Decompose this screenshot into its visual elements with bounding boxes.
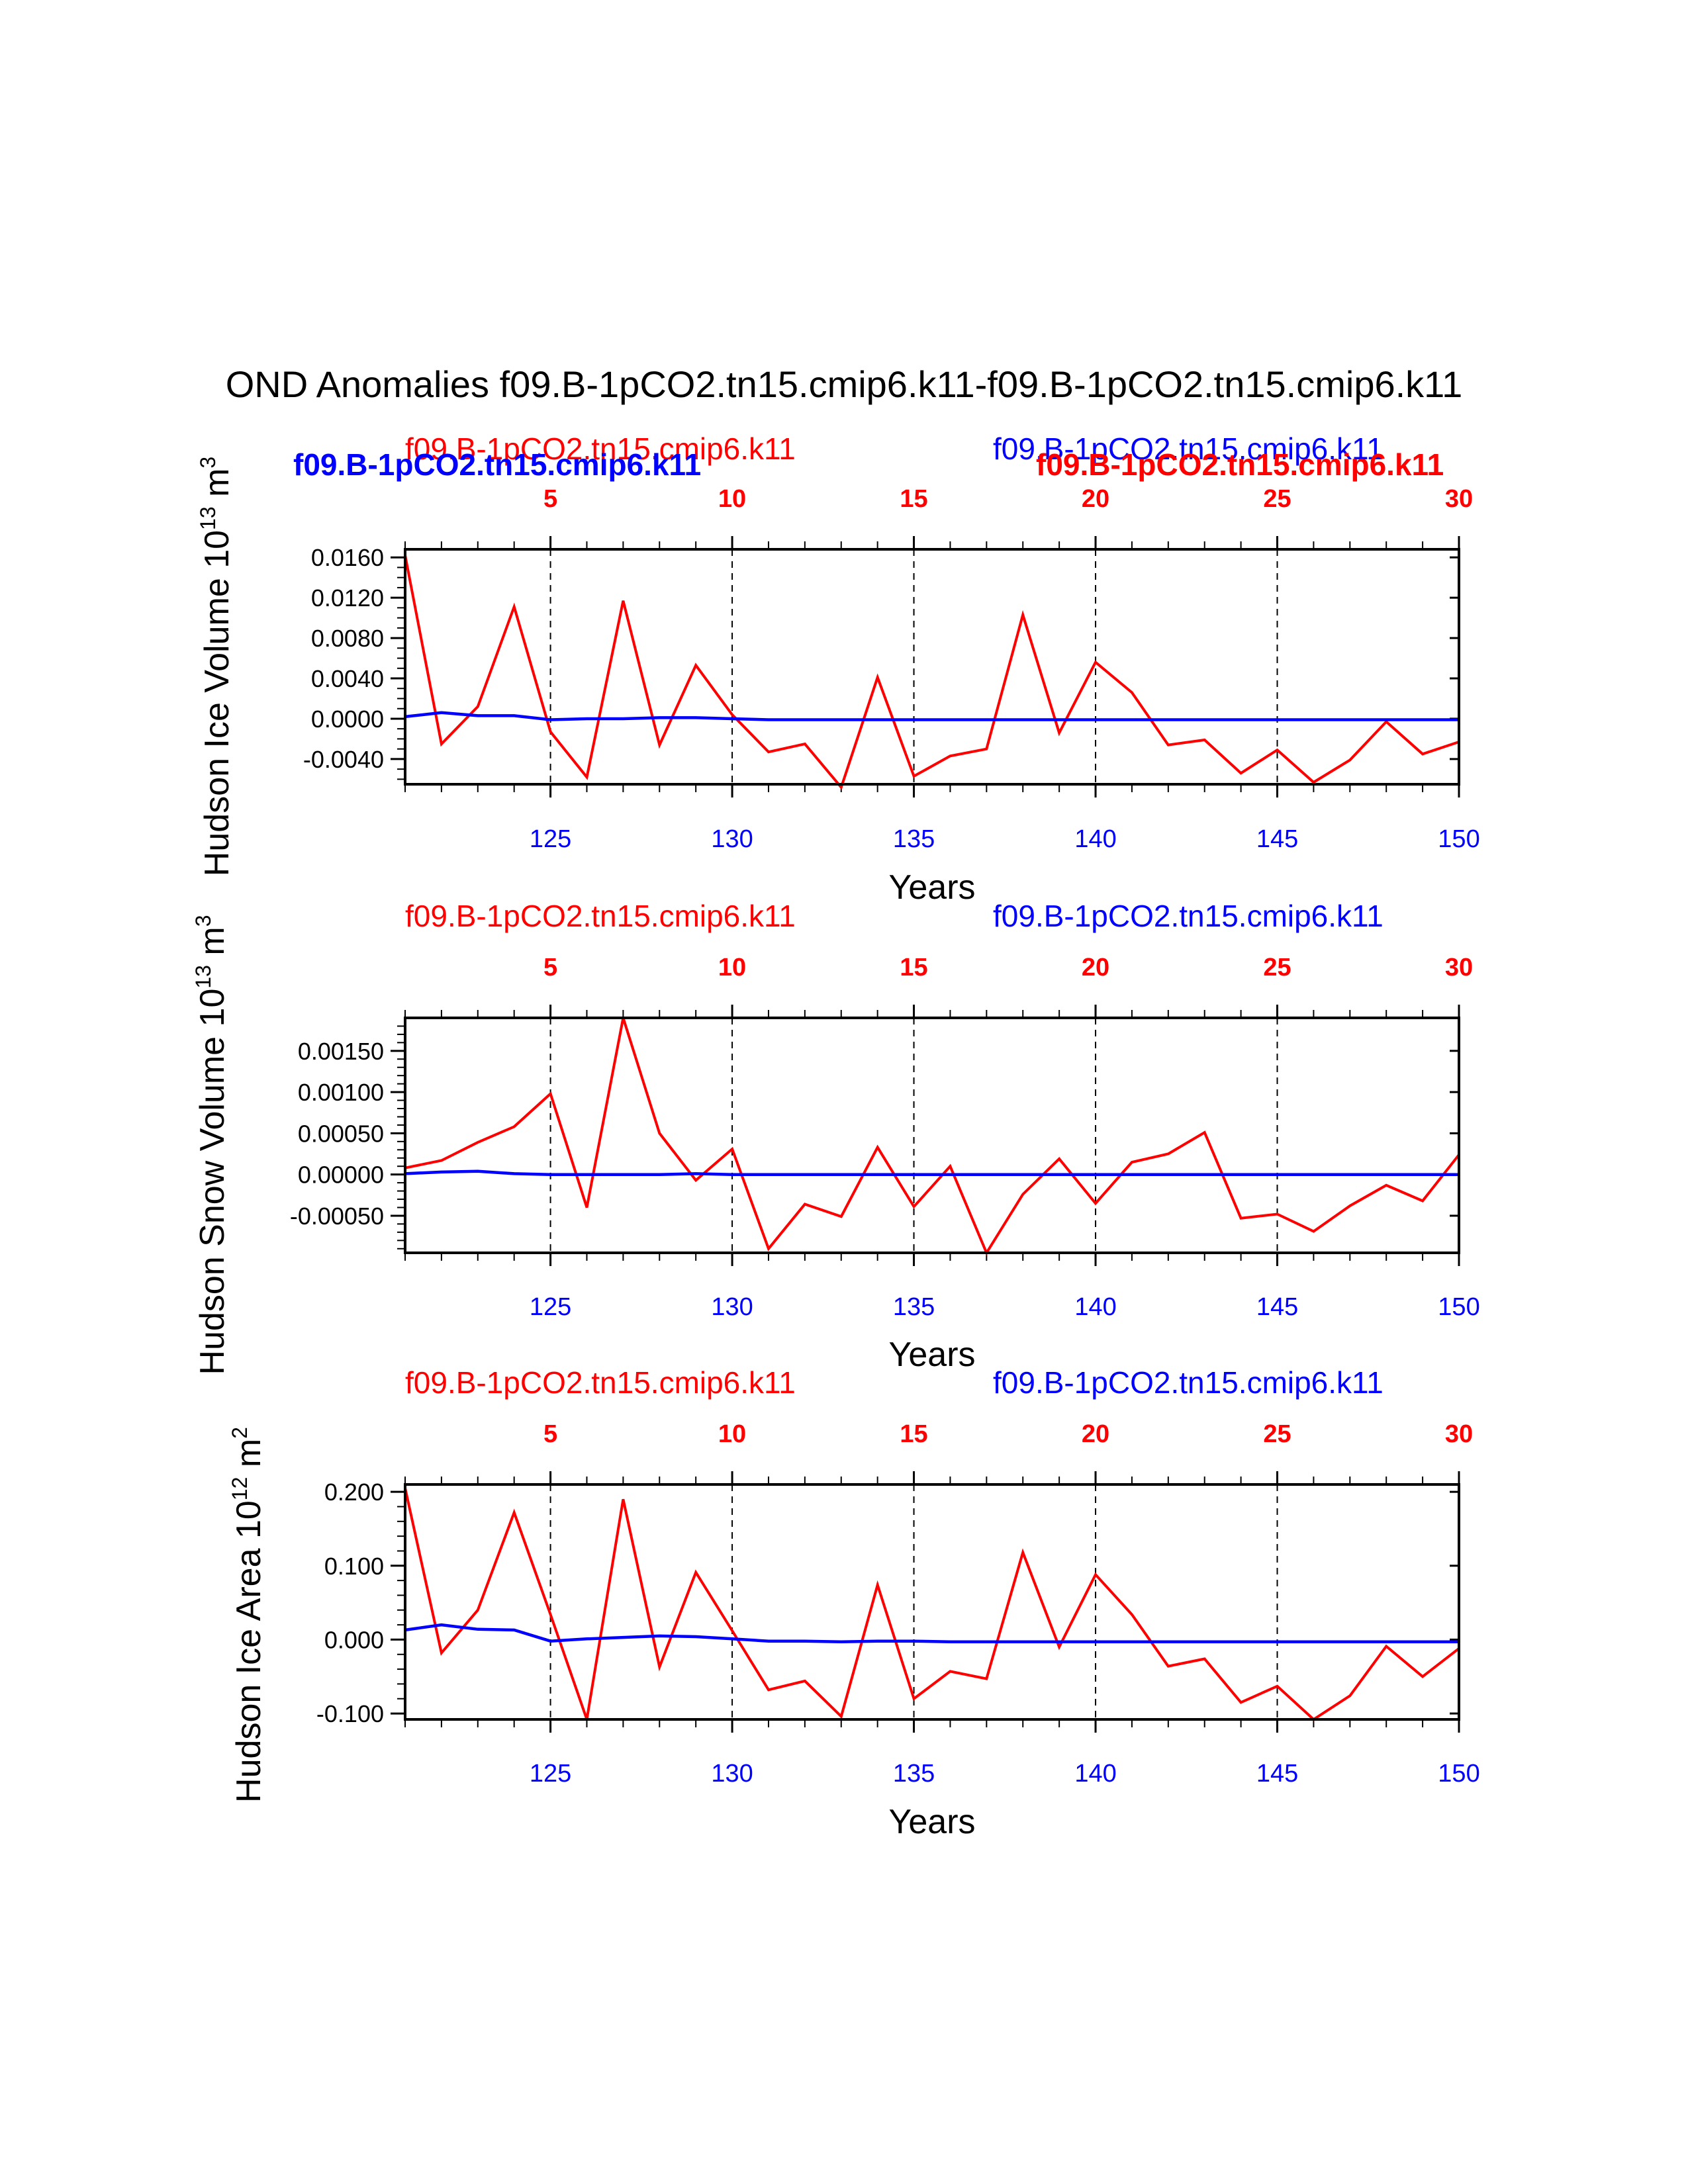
y-tick-label: 0.0000 — [311, 705, 384, 733]
y-axis-title: Hudson Snow Volume 1013 m3 — [191, 915, 232, 1375]
case2-title: f09.B-1pCO2.tn15.cmip6.k11 — [993, 432, 1383, 466]
top-tick-label: 25 — [1263, 954, 1291, 981]
x-tick-label: 130 — [711, 1293, 753, 1321]
plot-frame — [404, 548, 1460, 786]
x-tick-label: 145 — [1256, 1760, 1298, 1788]
top-tick-label: 15 — [900, 954, 927, 981]
y-axis-title: Hudson Ice Area 1012 m2 — [228, 1427, 268, 1803]
x-tick-label: 130 — [711, 825, 753, 853]
x-tick-label: 125 — [530, 825, 571, 853]
x-tick-label: 135 — [893, 1293, 935, 1321]
case1-title: f09.B-1pCO2.tn15.cmip6.k11 — [405, 432, 796, 466]
top-tick-label: 15 — [900, 1420, 927, 1448]
top-tick-label: 10 — [718, 954, 746, 981]
y-tick-label: 0.200 — [324, 1479, 384, 1506]
x-tick-label: 140 — [1074, 1760, 1116, 1788]
x-tick-label: 150 — [1438, 825, 1479, 853]
y-tick-label: 0.100 — [324, 1553, 384, 1580]
series-blue-line — [404, 711, 1459, 721]
case1-title: f09.B-1pCO2.tn15.cmip6.k11 — [405, 899, 796, 933]
x-tick-label: 135 — [893, 825, 935, 853]
top-tick-label: 5 — [543, 954, 557, 981]
series-blue-line — [404, 1169, 1459, 1176]
x-tick-label: 140 — [1074, 1293, 1116, 1321]
top-tick-label: 25 — [1263, 1420, 1291, 1448]
y-tick-label: 0.00050 — [298, 1120, 384, 1147]
panels: -0.0040 0.0000 0.0040 0.0080 0.0120 0.0160 125… — [191, 432, 1480, 1841]
y-tick-label: 0.0080 — [311, 625, 384, 652]
y-tick-label: -0.00050 — [290, 1203, 384, 1230]
top-tick-label: 30 — [1445, 1420, 1473, 1448]
x-axis-title: Years — [888, 1336, 975, 1374]
top-tick-label: 30 — [1445, 954, 1473, 981]
series-red-line — [404, 1488, 1460, 1721]
y-tick-label: 0.0120 — [311, 584, 384, 612]
case1-title: f09.B-1pCO2.tn15.cmip6.k11 — [405, 1365, 796, 1400]
panel-3: -0.100 0.000 0.100 0.200 125 130 135 140 145 150 5… — [228, 1365, 1480, 1841]
x-tick-label: 125 — [530, 1760, 571, 1788]
y-tick-label: 0.00150 — [298, 1038, 384, 1065]
top-tick-label: 30 — [1445, 485, 1473, 513]
x-tick-label: 125 — [530, 1293, 571, 1321]
top-tick-label: 20 — [1082, 1420, 1109, 1448]
top-tick-label: 10 — [718, 485, 746, 513]
top-tick-label: 5 — [543, 1420, 557, 1448]
y-tick-label: -0.100 — [316, 1700, 384, 1727]
x-tick-label: 130 — [711, 1760, 753, 1788]
series-blue-line — [404, 1623, 1459, 1644]
case2-title: f09.B-1pCO2.tn15.cmip6.k11 — [993, 1365, 1383, 1400]
top-tick-label: 20 — [1082, 485, 1109, 513]
x-tick-label: 140 — [1074, 825, 1116, 853]
x-axis-title: Years — [888, 1803, 975, 1841]
series-red-line — [404, 555, 1460, 790]
case2-title: f09.B-1pCO2.tn15.cmip6.k11 — [993, 899, 1383, 933]
top-tick-label: 10 — [718, 1420, 746, 1448]
top-tick-label: 5 — [543, 485, 557, 513]
y-tick-label: 0.00100 — [298, 1079, 384, 1106]
y-tick-label: -0.0040 — [303, 746, 384, 773]
y-axis-title: Hudson Ice Volume 1013 m3 — [196, 457, 236, 876]
top-tick-label: 25 — [1263, 485, 1291, 513]
x-tick-label: 145 — [1256, 1293, 1298, 1321]
x-tick-label: 150 — [1438, 1293, 1479, 1321]
plot-frame — [404, 1483, 1460, 1721]
panel-1: -0.0040 0.0000 0.0040 0.0080 0.0120 0.0160 125… — [196, 432, 1480, 907]
series-red-line — [404, 1017, 1460, 1256]
y-tick-label: 0.0040 — [311, 665, 384, 692]
x-tick-label: 150 — [1438, 1760, 1479, 1788]
plot-frame — [404, 1017, 1460, 1254]
x-tick-label: 135 — [893, 1760, 935, 1788]
y-tick-label: 0.0160 — [311, 544, 384, 571]
x-tick-label: 145 — [1256, 825, 1298, 853]
overlay-bold-red-label: f09.B-1pCO2.tn15.cmip6.k11 — [1036, 447, 1444, 482]
main-title: OND Anomalies f09.B-1pCO2.tn15.cmip6.k11… — [226, 363, 1463, 405]
top-tick-label: 15 — [900, 485, 927, 513]
overlay-bold-blue-label: f09.B-1pCO2.tn15.cmip6.k11 — [293, 447, 701, 482]
x-axis-title: Years — [888, 868, 975, 907]
y-tick-label: 0.000 — [324, 1626, 384, 1653]
top-tick-label: 20 — [1082, 954, 1109, 981]
y-tick-label: 0.00000 — [298, 1161, 384, 1189]
panel-2: -0.00050 0.00000 0.00050 0.00100 0.00150 125 1… — [191, 899, 1480, 1375]
